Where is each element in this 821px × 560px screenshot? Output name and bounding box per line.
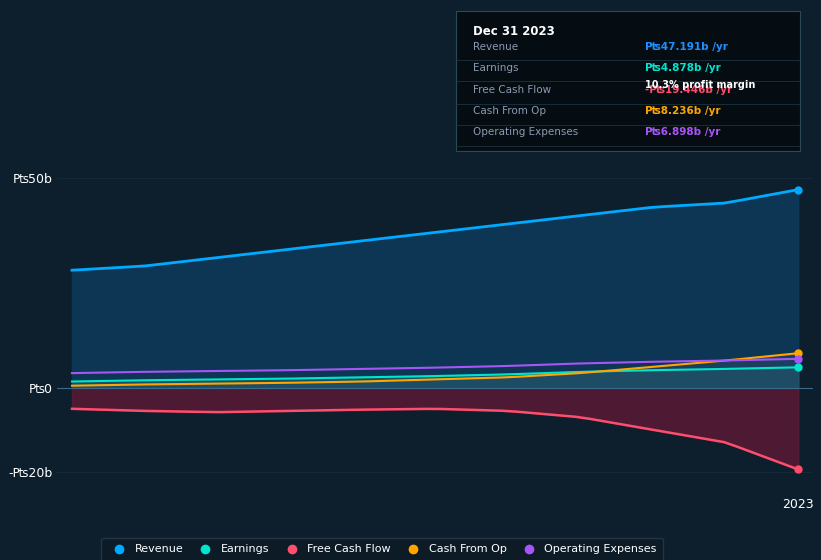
Text: -₧19.446b /yr: -₧19.446b /yr xyxy=(645,86,732,95)
Text: Operating Expenses: Operating Expenses xyxy=(473,128,578,137)
Text: ₧6.898b /yr: ₧6.898b /yr xyxy=(645,128,721,137)
Text: ₧8.236b /yr: ₧8.236b /yr xyxy=(645,106,721,116)
Text: Revenue: Revenue xyxy=(473,42,518,52)
Text: ₧4.878b /yr: ₧4.878b /yr xyxy=(645,63,721,73)
Legend: Revenue, Earnings, Free Cash Flow, Cash From Op, Operating Expenses: Revenue, Earnings, Free Cash Flow, Cash … xyxy=(101,538,663,560)
Text: Cash From Op: Cash From Op xyxy=(473,106,546,116)
Text: ₧47.191b /yr: ₧47.191b /yr xyxy=(645,42,728,52)
Text: Dec 31 2023: Dec 31 2023 xyxy=(473,25,555,38)
FancyBboxPatch shape xyxy=(456,11,800,151)
Text: 10.3% profit margin: 10.3% profit margin xyxy=(645,80,755,90)
Text: Free Cash Flow: Free Cash Flow xyxy=(473,86,551,95)
Text: Earnings: Earnings xyxy=(473,63,518,73)
